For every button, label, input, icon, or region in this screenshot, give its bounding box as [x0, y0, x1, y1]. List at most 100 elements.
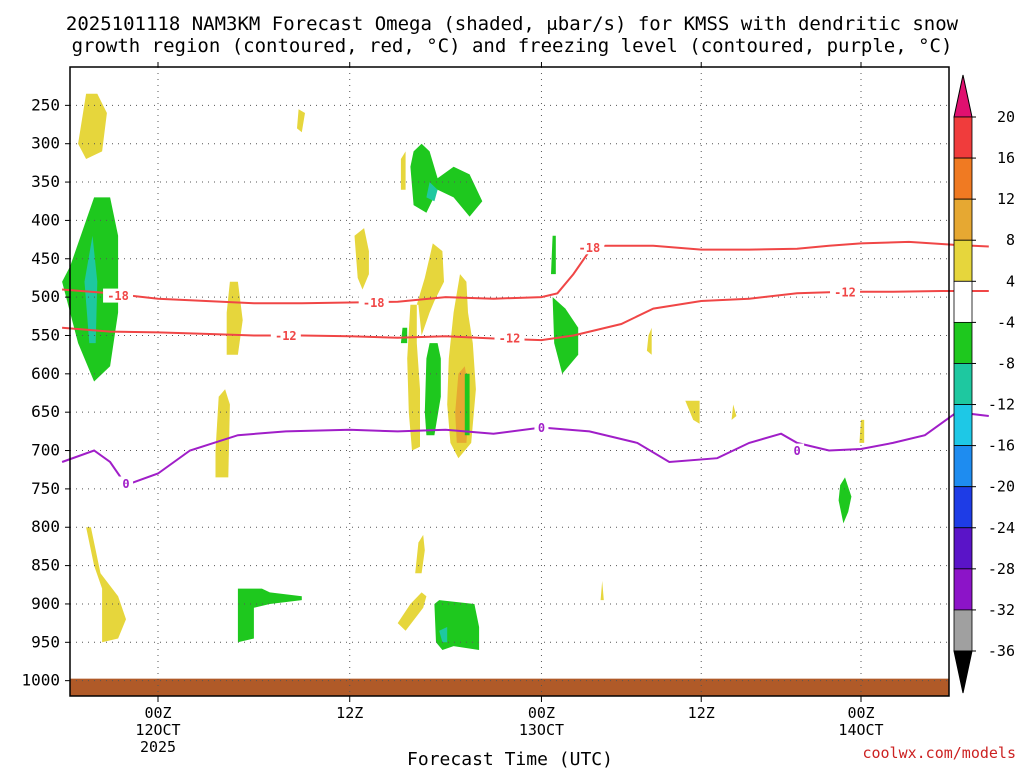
- x-tick-label-3-1: 00Z: [528, 704, 555, 722]
- colorbar-label-13: -32: [988, 601, 1015, 619]
- colorbar-segment-1: [953, 116, 973, 159]
- omega-region-7: [215, 389, 230, 478]
- contour-label-2-3: -12: [834, 285, 856, 299]
- colorbar-label-11: -24: [988, 519, 1015, 537]
- omega-region-24: [551, 235, 556, 275]
- omega-region-1: [78, 93, 107, 159]
- terrain-layer: [70, 678, 949, 696]
- y-tick-label-700: 700: [31, 441, 60, 460]
- colorbar-segment-10: [953, 486, 973, 529]
- x-tick-label-1-3: 2025: [140, 738, 176, 756]
- contour-label-bg-3-3: [790, 443, 805, 458]
- omega-region-9: [354, 228, 369, 290]
- contour-line-2: [62, 290, 989, 342]
- y-tick-label-500: 500: [31, 287, 60, 306]
- plot-background: [70, 67, 949, 696]
- colorbar-label-1: 20: [997, 108, 1015, 126]
- omega-region-11: [410, 143, 483, 217]
- chart-title-line-2: growth region (contoured, red, °C) and f…: [72, 35, 953, 57]
- x-tick-label-1-1: 00Z: [144, 704, 171, 722]
- contour-label-1-3: -18: [579, 241, 601, 255]
- y-tick-label-750: 750: [31, 479, 60, 498]
- colorbar-segment-9: [953, 445, 973, 488]
- x-tick-label-3-2: 13OCT: [519, 721, 564, 739]
- x-tick-label-5-2: 14OCT: [838, 721, 883, 739]
- terrain-ground: [70, 678, 949, 696]
- plot-area: -18 -18 -18 -12 -12 -12 0 0 0: [61, 66, 989, 697]
- y-tick-label-250: 250: [31, 95, 60, 114]
- contour-label-bg-1-2: [358, 295, 389, 310]
- y-tick-label-350: 350: [31, 172, 60, 191]
- colorbar-segment-13: [953, 609, 973, 652]
- pressure-axis: 250 300 350 400 450 500 550 600 650 700 750 800 850 9…: [21, 95, 70, 690]
- y-tick-label-1000: 1000: [21, 671, 60, 690]
- credit-link[interactable]: coolwx.com/models: [862, 744, 1016, 762]
- x-axis-title: Forecast Time (UTC): [407, 749, 613, 768]
- y-tick-label-450: 450: [31, 249, 60, 268]
- contour-label-bg-2-2: [494, 330, 525, 345]
- omega-region-25: [646, 327, 652, 355]
- omega-region-8: [297, 109, 305, 133]
- contour-layer: -18 -18 -18 -12 -12 -12 0 0 0: [61, 240, 989, 491]
- contour-label-bg-2-3: [830, 284, 861, 299]
- omega-region-27: [685, 400, 700, 424]
- colorbar-label-10: -20: [988, 478, 1015, 496]
- colorbar-segment-7: [953, 363, 973, 405]
- plot-frame: [69, 66, 950, 697]
- omega-region-19: [397, 592, 427, 631]
- colorbar-bottom-arrow: [953, 650, 973, 694]
- x-tick-label-4-1: 12Z: [688, 704, 715, 722]
- contour-label-bg-1-3: [574, 240, 605, 255]
- omega-region-28: [731, 404, 737, 420]
- omega-region-22: [439, 627, 448, 643]
- colorbar-segment-12: [953, 568, 973, 611]
- y-tick-label-400: 400: [31, 210, 60, 229]
- colorbar-label-6: -4: [997, 313, 1015, 331]
- omega-region-14: [400, 327, 408, 344]
- x-tick-label-1-2: 12OCT: [135, 721, 180, 739]
- colorbar-label-14: -36: [988, 642, 1015, 660]
- colorbar: 20 16 12 8 4 -4 -8 -12 -16 -20 -24 -28 -32 -36: [953, 74, 1015, 694]
- omega-region-18: [464, 373, 470, 436]
- chart-title-line-1: 2025101118 NAM3KM Forecast Omega (shaded…: [66, 13, 959, 35]
- contour-line-3: [61, 411, 989, 487]
- y-tick-label-650: 650: [31, 402, 60, 421]
- y-tick-label-850: 850: [31, 556, 60, 575]
- colorbar-segment-3: [953, 198, 973, 241]
- contour-label-bg-2-1: [270, 328, 301, 343]
- contour-label-2-2: -12: [499, 331, 521, 345]
- y-tick-label-900: 900: [31, 594, 60, 613]
- colorbar-label-9: -16: [988, 437, 1015, 455]
- y-tick-label-550: 550: [31, 325, 60, 344]
- contour-label-2-1: -12: [275, 329, 297, 343]
- contour-label-3-2: 0: [538, 421, 545, 435]
- omega-region-6: [226, 281, 243, 355]
- colorbar-segment-11: [953, 527, 973, 570]
- contour-label-1-2: -18: [363, 296, 385, 310]
- colorbar-label-4: 8: [1006, 231, 1015, 249]
- y-tick-label-600: 600: [31, 364, 60, 383]
- contour-label-bg-1-1: [103, 288, 134, 303]
- omega-region-5: [237, 588, 302, 643]
- colorbar-segment-8: [953, 404, 973, 447]
- colorbar-segment-2: [953, 157, 973, 200]
- colorbar-label-2: 16: [997, 149, 1015, 167]
- colorbar-label-5: 4: [1006, 272, 1015, 290]
- y-tick-label-800: 800: [31, 517, 60, 536]
- omega-region-4: [86, 527, 126, 643]
- omega-region-26: [600, 580, 604, 601]
- contour-label-3-1: 0: [122, 477, 129, 491]
- y-tick-label-300: 300: [31, 134, 60, 153]
- omega-region-10: [400, 151, 406, 190]
- colorbar-label-12: -28: [988, 560, 1015, 578]
- omega-region-12: [426, 182, 438, 202]
- contour-label-bg-3-2: [534, 420, 549, 435]
- colorbar-segment-5: [953, 280, 973, 323]
- omega-region-3: [84, 235, 98, 344]
- contour-line-1: [62, 240, 989, 305]
- x-tick-label-5-1: 00Z: [847, 704, 874, 722]
- omega-region-29: [838, 477, 852, 524]
- colorbar-segment-6: [953, 321, 973, 364]
